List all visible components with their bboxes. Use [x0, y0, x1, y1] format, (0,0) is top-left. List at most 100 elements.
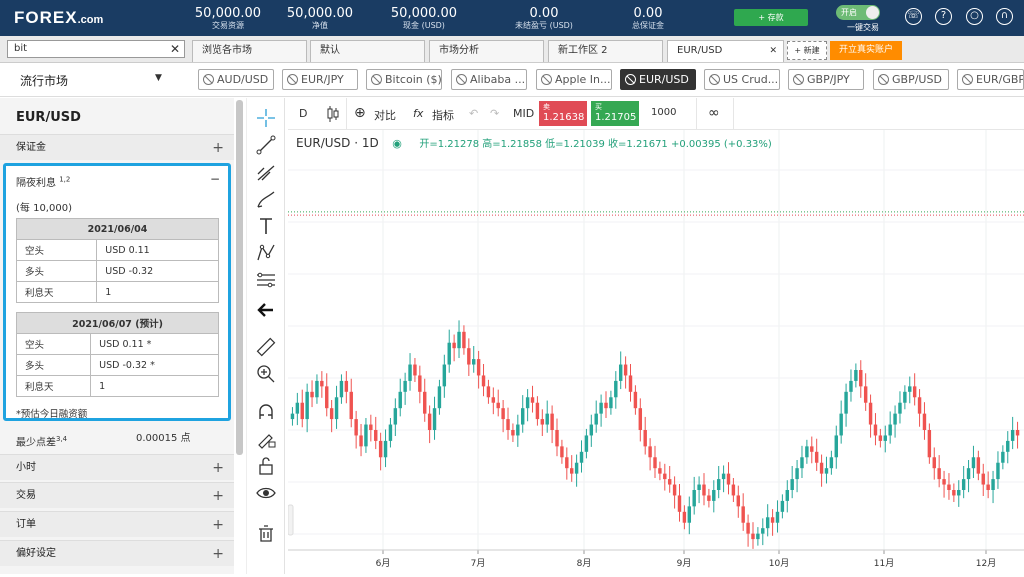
- orders-section[interactable]: 订单 +: [0, 511, 234, 537]
- magnet-icon[interactable]: [255, 401, 277, 423]
- candle-type-icon[interactable]: [326, 105, 340, 123]
- headset-icon[interactable]: ∩: [996, 8, 1013, 25]
- candle-body: [530, 397, 535, 403]
- candlestick-chart[interactable]: 6月 7月 8月 9月 10月 11月 12月: [287, 130, 1024, 574]
- candle-body: [800, 457, 804, 469]
- market-chip-bitcoin[interactable]: Bitcoin ($): [366, 69, 442, 90]
- expand-icon[interactable]: +: [212, 140, 224, 156]
- expand-icon[interactable]: +: [212, 546, 224, 562]
- trash-icon[interactable]: [255, 522, 277, 544]
- lightbulb-icon[interactable]: ○: [966, 8, 983, 25]
- sell-button[interactable]: 卖 1.21638: [539, 101, 587, 126]
- candle-body: [912, 386, 917, 398]
- candle-body: [565, 457, 569, 469]
- open-real-account-button[interactable]: 开立真实账户: [830, 41, 902, 60]
- help-icon[interactable]: ?: [935, 8, 952, 25]
- tab-eur-usd[interactable]: EUR/USD ✕: [667, 40, 784, 62]
- candle-body: [295, 402, 300, 414]
- trend-line-icon[interactable]: [255, 134, 277, 156]
- candle-body: [849, 380, 853, 392]
- margin-section[interactable]: 保证金 +: [0, 134, 234, 160]
- hours-section[interactable]: 小时 +: [0, 454, 234, 480]
- expand-icon[interactable]: +: [212, 517, 224, 533]
- one-click-trading-toggle[interactable]: 开启: [836, 5, 880, 20]
- market-chip-eur-jpy[interactable]: EUR/JPY: [282, 69, 358, 90]
- candle-body: [383, 440, 388, 458]
- brush-icon[interactable]: [255, 188, 277, 210]
- undo-icon[interactable]: ↶: [469, 107, 479, 120]
- candle-body: [599, 402, 603, 414]
- new-tab-button[interactable]: + 新建: [787, 41, 827, 60]
- candle-body: [658, 468, 662, 474]
- market-chip-gbp-jpy[interactable]: GBP/JPY: [788, 69, 864, 90]
- candle-body: [805, 446, 809, 458]
- market-chip-eur-gbp[interactable]: EUR/GBP: [957, 69, 1024, 90]
- candle-body: [839, 413, 843, 436]
- quantity-input[interactable]: 1000: [651, 107, 677, 118]
- lock-drawings-icon[interactable]: [255, 428, 277, 450]
- overnight-interest-title[interactable]: 隔夜利息 1,2: [16, 175, 71, 189]
- candle-body: [682, 511, 687, 523]
- expand-icon[interactable]: +: [212, 460, 224, 476]
- fib-retracement-icon[interactable]: [255, 269, 277, 291]
- candle-body: [937, 468, 941, 480]
- candle-body: [810, 446, 814, 452]
- preferences-section[interactable]: 偏好设定 +: [0, 540, 234, 566]
- pattern-tool-icon[interactable]: [255, 242, 277, 264]
- unlock-icon[interactable]: [255, 455, 277, 477]
- search-input[interactable]: bit ✕: [7, 40, 185, 58]
- candle-body: [873, 424, 878, 436]
- text-tool-icon[interactable]: [255, 215, 277, 237]
- compare-button[interactable]: 对比: [374, 109, 396, 122]
- expand-icon[interactable]: +: [212, 488, 224, 504]
- redo-icon[interactable]: ↷: [490, 107, 500, 120]
- collapse-icon[interactable]: −: [209, 172, 220, 186]
- candle-body: [785, 490, 789, 501]
- clear-search-icon[interactable]: ✕: [169, 42, 180, 56]
- link-icon[interactable]: ∞: [708, 105, 720, 121]
- phone-icon[interactable]: ☏: [905, 8, 922, 25]
- compare-icon[interactable]: ⊕: [354, 105, 366, 121]
- close-tab-icon[interactable]: ✕: [769, 46, 777, 56]
- market-chip-us-crude[interactable]: US Crud...: [704, 69, 780, 90]
- tab-market-analysis[interactable]: 市场分析: [429, 40, 544, 62]
- back-arrow-icon[interactable]: [255, 299, 277, 321]
- eye-icon[interactable]: [255, 482, 277, 504]
- candle-body: [560, 446, 564, 458]
- candle-body: [305, 391, 309, 420]
- zoom-in-icon[interactable]: [255, 363, 277, 385]
- tab-default[interactable]: 默认: [310, 40, 425, 62]
- chevron-down-icon[interactable]: ▼: [155, 73, 162, 83]
- indicators-button[interactable]: 指标: [432, 109, 454, 122]
- candle-body: [952, 490, 956, 496]
- market-chip-gbp-usd[interactable]: GBP/USD: [873, 69, 949, 90]
- market-chip-apple[interactable]: Apple In...: [536, 69, 612, 90]
- ruler-icon[interactable]: [255, 336, 277, 358]
- forex-logo[interactable]: FOREX.com: [14, 8, 104, 27]
- fork-tool-icon[interactable]: [255, 161, 277, 183]
- market-chip-eur-usd[interactable]: EUR/USD: [620, 69, 696, 90]
- candle-body: [569, 468, 574, 474]
- tab-browse-markets[interactable]: 浏览各市场: [192, 40, 307, 62]
- candle-body: [618, 364, 623, 381]
- crosshair-icon[interactable]: [255, 107, 277, 129]
- panel-scrollbar[interactable]: [236, 100, 243, 455]
- market-chip-aud-usd[interactable]: AUD/USD: [198, 69, 274, 90]
- tab-new-workspace-2[interactable]: 新工作区 2: [548, 40, 663, 62]
- trading-section[interactable]: 交易 +: [0, 482, 234, 508]
- candle-body: [961, 479, 966, 490]
- candle-body: [932, 457, 936, 469]
- price-chart[interactable]: 6月 7月 8月 9月 10月 11月 12月: [287, 130, 1024, 574]
- workspace-tab-bar: bit ✕ 浏览各市场 默认 市场分析 新工作区 2 EUR/USD ✕ + 新建 …: [0, 36, 1024, 63]
- candle-body: [814, 451, 819, 463]
- price-type-mid[interactable]: MID: [513, 107, 535, 120]
- market-list-select[interactable]: 流行市场: [20, 74, 69, 88]
- indicators-icon[interactable]: fx: [413, 107, 424, 120]
- candle-body: [403, 380, 407, 392]
- deposit-button[interactable]: + 存款: [734, 9, 808, 26]
- drawing-toolbar: [246, 98, 285, 574]
- candle-body: [868, 402, 873, 425]
- interval-selector[interactable]: D: [299, 107, 308, 120]
- market-chip-alibaba[interactable]: Alibaba ...: [451, 69, 527, 90]
- buy-button[interactable]: 买 1.21705: [591, 101, 639, 126]
